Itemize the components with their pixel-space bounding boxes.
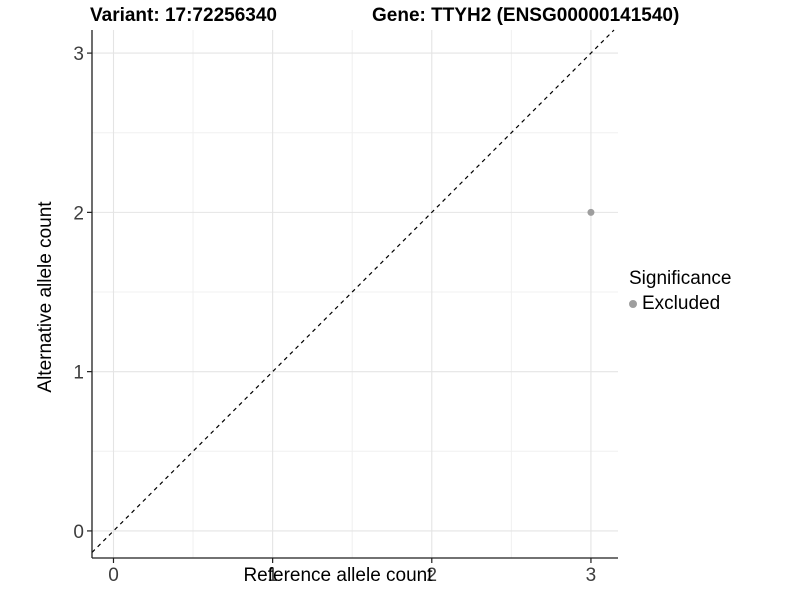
gene-title: Gene: TTYH2 (ENSG00000141540) [372,5,680,26]
y-tick-label: 1 [73,363,84,384]
x-tick-label: 0 [108,565,119,586]
x-tick-label: 2 [427,565,438,586]
y-tick-label: 2 [73,203,84,224]
y-tick-label: 3 [73,44,84,65]
legend-title: Significance [629,268,732,289]
x-tick-label: 3 [586,565,597,586]
legend-entry-label: Excluded [642,293,721,314]
legend-point-icon [629,300,637,308]
y-axis-title: Alternative allele count [35,201,56,393]
identity-line [91,29,615,553]
x-tick-label: 1 [267,565,278,586]
variant-title: Variant: 17:72256340 [90,5,277,26]
legend-entries: Excluded [629,293,731,315]
legend: Significance Excluded [629,268,731,315]
legend-entry: Excluded [629,293,731,315]
y-tick-label: 0 [73,522,84,543]
data-point [587,208,595,216]
x-axis-title: Reference allele count [243,565,433,586]
